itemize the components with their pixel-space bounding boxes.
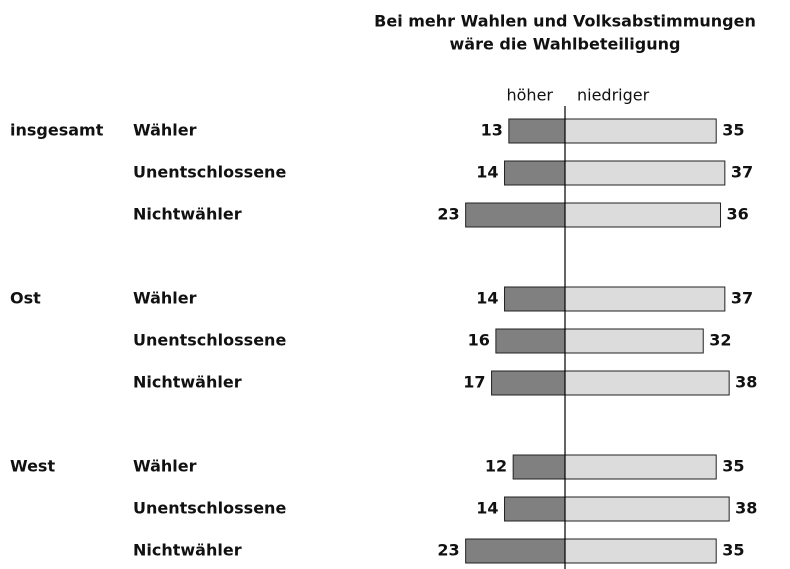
value-label: 38	[735, 373, 757, 392]
category-label: Wähler	[133, 457, 197, 476]
legend-label: niedriger	[577, 86, 650, 105]
category-label: Wähler	[133, 289, 197, 308]
category-label: Nichtwähler	[133, 205, 242, 224]
value-label: 23	[437, 541, 459, 560]
bar	[512, 454, 566, 480]
value-label: 38	[735, 499, 757, 518]
value-label: 16	[468, 331, 490, 350]
category-label: Unentschlossene	[133, 331, 286, 350]
bar	[504, 160, 566, 186]
value-label: 14	[476, 499, 498, 518]
value-label: 35	[722, 121, 744, 140]
chart-title: Bei mehr Wahlen und Volksabstimmungen	[374, 12, 756, 31]
value-label: 14	[476, 163, 498, 182]
value-label: 23	[437, 205, 459, 224]
bar	[564, 370, 730, 396]
bar	[564, 118, 717, 144]
category-label: Nichtwähler	[133, 541, 242, 560]
category-label: Unentschlossene	[133, 499, 286, 518]
value-label: 37	[731, 289, 753, 308]
chart-title: wäre die Wahlbeteiligung	[450, 35, 681, 54]
bar	[491, 370, 566, 396]
value-label: 13	[481, 121, 503, 140]
value-label: 32	[709, 331, 731, 350]
bar	[465, 538, 566, 564]
value-label: 35	[722, 457, 744, 476]
bar	[564, 160, 726, 186]
value-label: 17	[463, 373, 485, 392]
category-label: Unentschlossene	[133, 163, 286, 182]
category-label: Wähler	[133, 121, 197, 140]
group-label: West	[10, 457, 55, 476]
bar	[504, 286, 566, 312]
bar	[508, 118, 566, 144]
bar	[564, 496, 730, 522]
value-label: 12	[485, 457, 507, 476]
value-label: 36	[727, 205, 749, 224]
bar	[564, 328, 704, 354]
category-label: Nichtwähler	[133, 373, 242, 392]
bar	[495, 328, 566, 354]
group-label: insgesamt	[10, 121, 104, 140]
value-label: 37	[731, 163, 753, 182]
bar	[465, 202, 566, 228]
bar	[564, 454, 717, 480]
value-label: 35	[722, 541, 744, 560]
bar	[564, 286, 726, 312]
bar	[564, 538, 717, 564]
legend-label: höher	[507, 86, 554, 105]
value-label: 14	[476, 289, 498, 308]
group-label: Ost	[10, 289, 41, 308]
bar	[564, 202, 722, 228]
bar	[504, 496, 566, 522]
